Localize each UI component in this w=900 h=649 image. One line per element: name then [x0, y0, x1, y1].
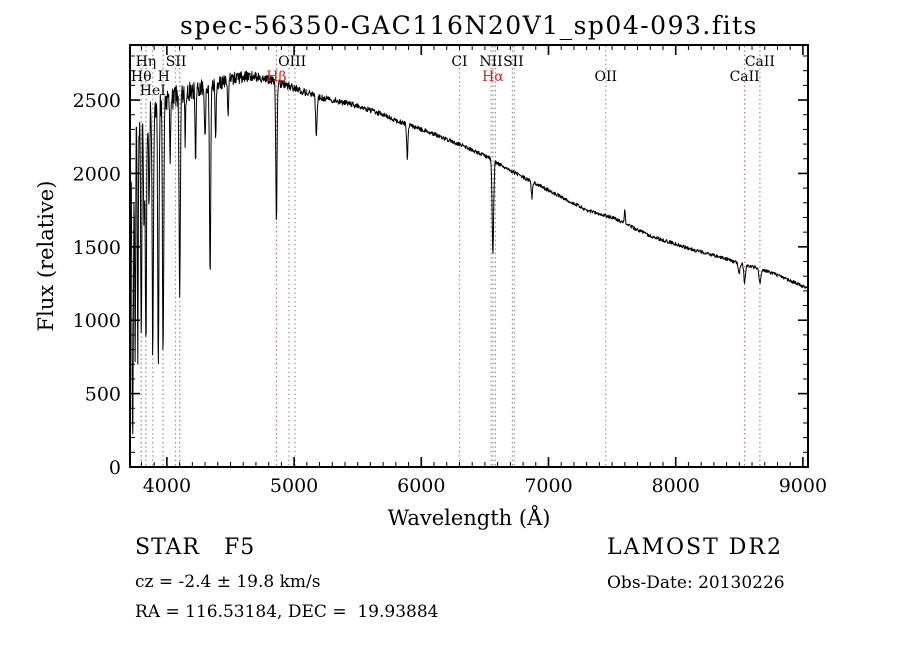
y-tick-label: 500: [85, 384, 121, 406]
spectral-line-label: SII: [166, 54, 187, 70]
y-tick-label: 2500: [73, 90, 121, 112]
spectral-line-label: CaII: [745, 54, 775, 70]
spectral-line-label: Hα: [482, 69, 504, 85]
coordinates-text: RA = 116.53184, DEC = 19.93884: [135, 602, 439, 622]
x-tick-label: 8000: [652, 475, 700, 497]
x-tick-label: 5000: [270, 475, 318, 497]
spectral-line-label: OIII: [278, 54, 306, 70]
spectral-line-label: Hβ: [266, 69, 286, 85]
spectral-line-label: H: [158, 69, 170, 85]
spectral-line-label: OII: [594, 69, 617, 85]
x-tick-label: 9000: [779, 475, 827, 497]
spectral-line-label: NII: [479, 54, 502, 70]
spectral-line-label: SII: [503, 54, 524, 70]
spectral-line-label: CI: [451, 54, 467, 70]
spectral-line-label: Hη: [136, 54, 157, 70]
x-tick-label: 6000: [397, 475, 445, 497]
x-tick-label: 4000: [143, 475, 191, 497]
spectral-line-label: Hθ: [131, 69, 152, 85]
spectrum-trace: [129, 70, 808, 435]
y-tick-label: 1000: [73, 310, 121, 332]
spectral-line-label: HeI: [140, 83, 166, 99]
spectral-line-label: CaII: [730, 69, 760, 85]
y-tick-label: 0: [109, 457, 121, 479]
x-tick-label: 7000: [524, 475, 572, 497]
object-class-label: STAR F5: [135, 535, 256, 560]
x-axis-title: Wavelength (Å): [387, 506, 551, 530]
survey-release-label: LAMOST DR2: [607, 535, 783, 560]
y-tick-label: 1500: [73, 237, 121, 259]
plot-title: spec-56350-GAC116N20V1_sp04-093.fits: [180, 11, 758, 40]
y-tick-label: 2000: [73, 163, 121, 185]
radial-velocity-text: cz = -2.4 ± 19.8 km/s: [135, 572, 321, 592]
plot-frame: [129, 44, 809, 468]
obs-date-text: Obs-Date: 20130226: [607, 573, 785, 593]
